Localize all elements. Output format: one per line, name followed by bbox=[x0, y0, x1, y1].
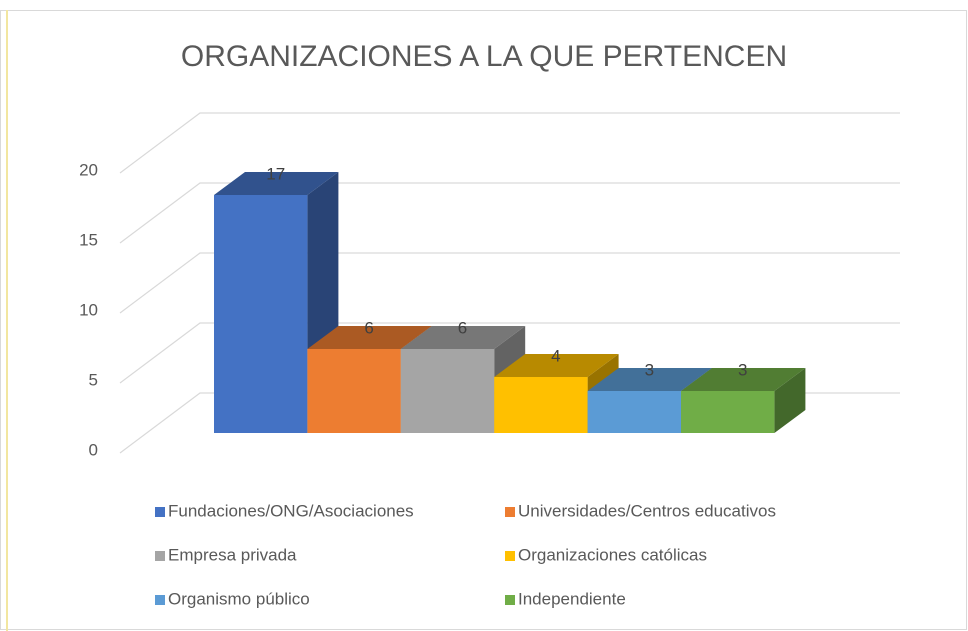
bar bbox=[400, 349, 495, 433]
grid-line bbox=[119, 252, 900, 314]
bar-top bbox=[400, 326, 526, 349]
bar bbox=[681, 391, 775, 433]
legend-label: Fundaciones/ONG/Asociaciones bbox=[168, 501, 414, 520]
bar-side bbox=[774, 368, 806, 433]
bar-top bbox=[214, 172, 339, 195]
chart-border bbox=[0, 10, 967, 630]
value-label: 17 bbox=[266, 164, 285, 183]
legend-swatch bbox=[505, 595, 515, 605]
legend-label: Organismo público bbox=[168, 589, 310, 608]
bar-top bbox=[494, 354, 619, 377]
legend-swatch bbox=[505, 507, 515, 517]
value-label: 6 bbox=[364, 318, 373, 337]
grid-line bbox=[119, 182, 900, 244]
y-tick-label: 10 bbox=[79, 300, 98, 319]
grid-line bbox=[119, 112, 900, 174]
legend-label: Organizaciones católicas bbox=[518, 545, 707, 564]
legend-label: Empresa privada bbox=[168, 545, 297, 564]
bar bbox=[214, 195, 308, 433]
bar-top bbox=[307, 326, 432, 349]
value-label: 6 bbox=[458, 318, 467, 337]
legend-swatch bbox=[155, 507, 165, 517]
value-label: 3 bbox=[738, 360, 747, 379]
legend-swatch bbox=[155, 551, 165, 561]
bar bbox=[494, 377, 588, 433]
legend-label: Universidades/Centros educativos bbox=[518, 501, 776, 520]
legend-label: Independiente bbox=[518, 589, 626, 608]
bar-top bbox=[681, 368, 806, 391]
legend-swatch bbox=[505, 551, 515, 561]
y-tick-label: 20 bbox=[79, 160, 98, 179]
chart-title: ORGANIZACIONES A LA QUE PERTENCEN bbox=[181, 40, 787, 73]
y-tick-label: 15 bbox=[79, 230, 98, 249]
bar bbox=[307, 349, 401, 433]
y-tick-label: 0 bbox=[89, 440, 98, 459]
value-label: 3 bbox=[645, 360, 654, 379]
legend-swatch bbox=[155, 595, 165, 605]
value-label: 4 bbox=[551, 346, 560, 365]
bar-top bbox=[587, 368, 712, 391]
y-tick-label: 5 bbox=[89, 370, 98, 389]
bar bbox=[587, 391, 681, 433]
grid-line bbox=[119, 322, 900, 384]
